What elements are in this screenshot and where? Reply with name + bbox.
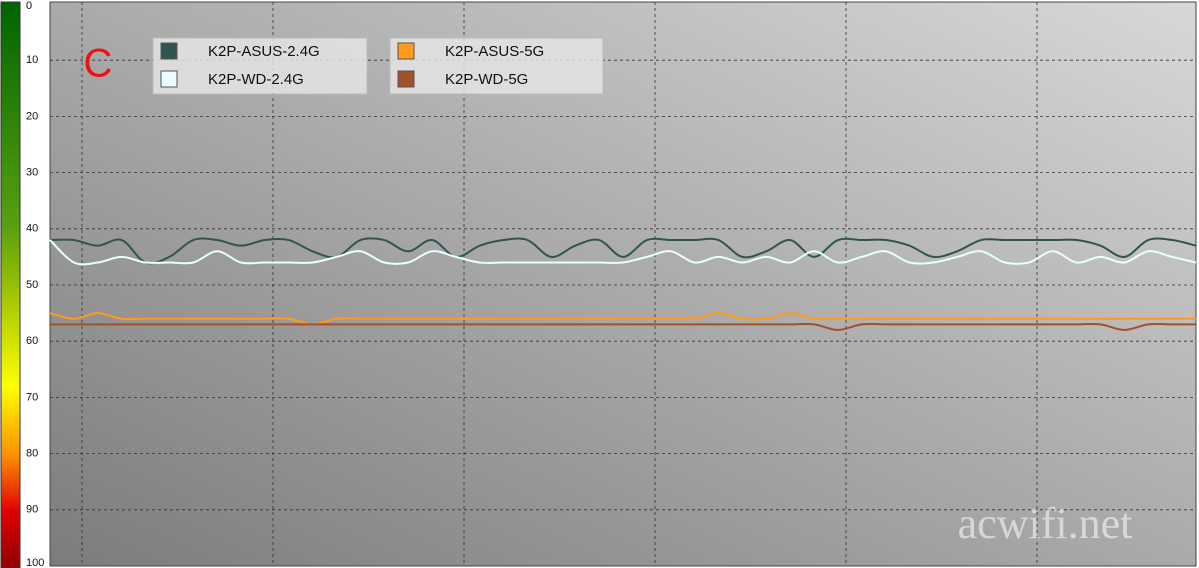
legend-box (389, 37, 604, 95)
series-line (49, 322, 1196, 331)
plot-area (49, 1, 1197, 567)
y-tick-label: 70 (26, 391, 38, 403)
legend-swatch (160, 70, 178, 88)
color-bar (0, 1, 21, 568)
watermark: acwifi.net (958, 499, 1133, 548)
y-tick-label: 60 (26, 335, 38, 347)
series-line (49, 237, 1197, 265)
y-tick-label: 10 (26, 54, 38, 66)
y-tick-label: 90 (26, 504, 38, 516)
series-line (49, 239, 1197, 266)
y-tick-label: 40 (26, 223, 38, 235)
vertical-grid (81, 2, 1038, 566)
y-tick-label: 50 (26, 279, 38, 291)
legend-swatch (160, 42, 178, 60)
y-tick-label: 80 (26, 448, 38, 460)
y-tick-label: 20 (26, 110, 38, 122)
legend-label: K2P-WD-2.4G (208, 71, 304, 88)
legend-label: K2P-WD-5G (445, 71, 528, 88)
annotation: C (84, 42, 113, 86)
legend-box (152, 37, 368, 95)
series-line (49, 312, 1196, 326)
legend-label: K2P-ASUS-2.4G (208, 43, 320, 60)
legend-label: K2P-ASUS-5G (445, 43, 544, 60)
legend-swatch (397, 42, 415, 60)
y-tick-label: 100 (26, 557, 44, 568)
legend-swatch (397, 70, 415, 88)
y-tick-label: 30 (26, 167, 38, 179)
y-tick-label: 0 (26, 0, 32, 12)
